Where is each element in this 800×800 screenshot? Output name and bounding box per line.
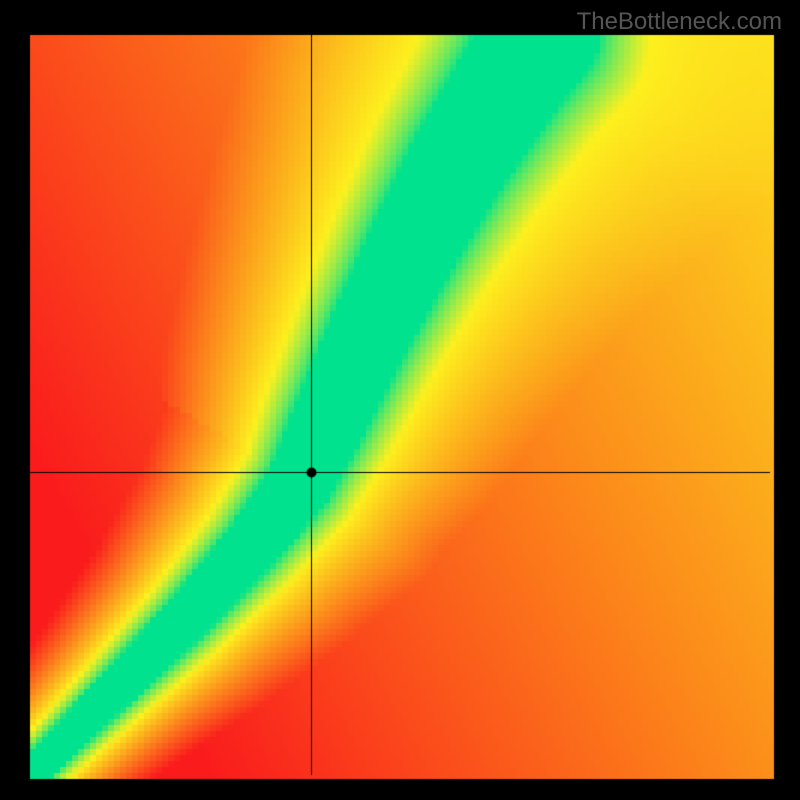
- heatmap-canvas: [0, 0, 800, 800]
- root: TheBottleneck.com: [0, 0, 800, 800]
- watermark-text: TheBottleneck.com: [577, 8, 782, 36]
